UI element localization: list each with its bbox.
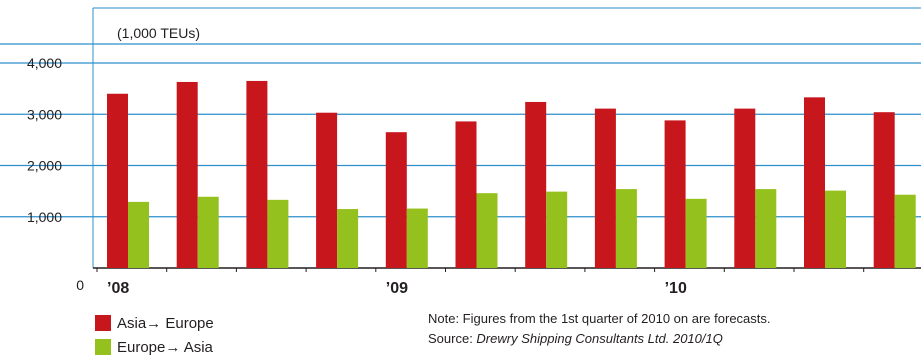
source-prefix: Source: <box>428 331 477 346</box>
bar-asia-europe <box>873 112 895 268</box>
bar-asia-europe <box>594 108 616 268</box>
legend-label-europe-asia: Europe→ Asia <box>117 338 213 356</box>
bar-asia-europe <box>804 97 825 269</box>
bar-europe-asia <box>825 190 846 268</box>
bar-asia-europe <box>246 80 268 268</box>
bar-europe-asia <box>546 191 568 268</box>
unit-label: (1,000 TEUs) <box>117 25 200 41</box>
bar-europe-asia <box>406 208 428 268</box>
bar-europe-asia <box>476 193 498 268</box>
bars <box>107 80 916 269</box>
bar-asia-europe <box>525 101 547 268</box>
bar-asia-europe <box>316 112 338 269</box>
bar-asia-europe <box>176 81 198 269</box>
legend-swatch-europe-asia <box>95 339 111 355</box>
chart-notes: Note: Figures from the 1st quarter of 20… <box>428 309 771 349</box>
y-tick-label: 3,000 <box>27 106 62 122</box>
legend-swatch-asia-europe <box>95 315 111 331</box>
legend-item-europe-asia: Europe→ Asia <box>95 335 214 359</box>
bar-asia-europe <box>455 121 477 268</box>
bar-europe-asia <box>128 201 149 268</box>
bar-europe-asia <box>615 189 637 268</box>
y-tick-label: 0 <box>76 277 84 293</box>
bar-chart: 0 1,000 2,000 3,000 4,000 ’08 ’09 ’10 (1,000 TE… <box>0 7 921 297</box>
legend-label-asia-europe: Asia→ Europe <box>117 314 214 332</box>
x-tick-label: ’09 <box>386 280 408 297</box>
bar-asia-europe <box>385 132 407 268</box>
source-note: Source: Drewry Shipping Consultants Ltd.… <box>428 329 771 349</box>
bar-asia-europe <box>664 120 686 269</box>
bar-europe-asia <box>267 199 289 268</box>
bar-europe-asia <box>755 189 777 268</box>
bar-europe-asia <box>197 196 219 268</box>
source-name: Drewry Shipping Consultants Ltd. 2010/1Q <box>476 331 723 346</box>
tick-labels: 0 1,000 2,000 3,000 4,000 ’08 ’09 ’10 <box>27 55 865 297</box>
y-tick-label: 1,000 <box>27 209 62 225</box>
bar-asia-europe <box>734 108 756 268</box>
bar-europe-asia <box>685 198 707 268</box>
legend-item-asia-europe: Asia→ Europe <box>95 311 214 335</box>
bar-asia-europe <box>107 93 128 268</box>
y-tick-label: 2,000 <box>27 158 62 174</box>
y-tick-label: 4,000 <box>27 55 62 71</box>
forecast-note: Note: Figures from the 1st quarter of 20… <box>428 311 771 326</box>
bar-europe-asia <box>894 194 916 268</box>
bar-europe-asia <box>337 209 359 268</box>
x-tick-label: ’10 <box>665 280 687 297</box>
x-tick-label: ’08 <box>107 280 129 297</box>
legend: Asia→ Europe Europe→ Asia <box>95 311 214 359</box>
